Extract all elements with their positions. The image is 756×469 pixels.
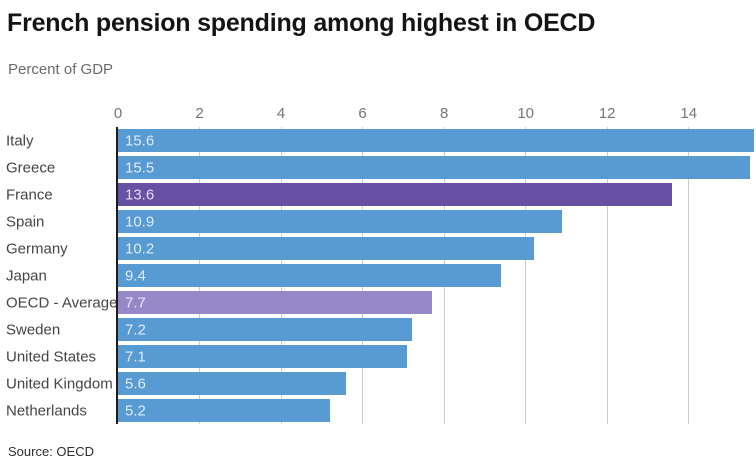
bar-row: United Kingdom 5.6 [0, 370, 756, 397]
bar-row: Germany 10.2 [0, 235, 756, 262]
bar: 5.6 [118, 372, 347, 395]
value-label: 10.2 [125, 240, 155, 257]
category-label: Japan [6, 267, 47, 284]
category-label: Spain [6, 213, 45, 230]
bar-row: Japan 9.4 [0, 262, 756, 289]
x-axis-tick: 4 [276, 105, 286, 122]
category-label: Sweden [6, 321, 61, 338]
chart-subtitle: Percent of GDP [8, 61, 114, 78]
bar-row: Italy 15.6 [0, 127, 756, 154]
category-label: Netherlands [6, 402, 87, 419]
bar-row: France 13.6 [0, 181, 756, 208]
x-axis-tick: 6 [358, 105, 367, 122]
bar: 5.2 [118, 399, 330, 422]
bar-row: Netherlands 5.2 [0, 397, 756, 424]
gridline [606, 127, 608, 424]
bar-row: Sweden 7.2 [0, 316, 756, 343]
category-label: Germany [6, 240, 68, 257]
value-label: 7.7 [125, 294, 146, 311]
category-label: United States [6, 348, 97, 365]
x-axis-tick: 0 [113, 105, 123, 122]
bar-row: Spain 10.9 [0, 208, 756, 235]
gridline [525, 127, 527, 424]
value-label: 7.2 [125, 321, 146, 338]
category-label: Italy [6, 132, 34, 149]
category-label: United Kingdom [6, 375, 113, 392]
x-axis-tick: 2 [195, 105, 204, 122]
category-label: Greece [6, 159, 56, 176]
bar-row: Greece 15.5 [0, 154, 756, 181]
chart-title: French pension spending among highest in… [7, 9, 596, 37]
bar: 13.6 [118, 183, 673, 206]
value-label: 7.1 [125, 348, 146, 365]
plot-area: Italy 15.6 Greece 15.5 France 13.6 Spain 10.9 Ge… [0, 127, 756, 424]
bar: 7.1 [118, 345, 408, 368]
x-axis-tick: 10 [517, 105, 534, 122]
bar-row: United States 7.1 [0, 343, 756, 370]
y-axis-line [116, 127, 118, 424]
value-label: 5.6 [125, 375, 146, 392]
value-label: 13.6 [125, 186, 155, 203]
bar: 15.5 [118, 156, 750, 179]
category-label: OECD - Average [6, 294, 118, 311]
bar: 10.2 [118, 237, 534, 260]
x-axis-tick: 8 [439, 105, 449, 122]
bar: 9.4 [118, 264, 502, 287]
bar: 7.2 [118, 318, 412, 341]
value-label: 15.6 [125, 132, 155, 149]
value-label: 15.5 [125, 159, 155, 176]
bar: 7.7 [118, 291, 432, 314]
bar: 15.6 [118, 129, 754, 152]
x-axis: 0 2 4 6 8 10 12 14 [0, 105, 756, 123]
value-label: 9.4 [125, 267, 146, 284]
gridline [688, 127, 690, 424]
source-note: Source: OECD [8, 444, 94, 459]
value-label: 5.2 [125, 402, 146, 419]
value-label: 10.9 [125, 213, 155, 230]
bar-row: OECD - Average 7.7 [0, 289, 756, 316]
x-axis-tick: 14 [680, 105, 698, 122]
x-axis-tick: 12 [598, 105, 616, 122]
category-label: France [6, 186, 53, 203]
bar: 10.9 [118, 210, 563, 233]
